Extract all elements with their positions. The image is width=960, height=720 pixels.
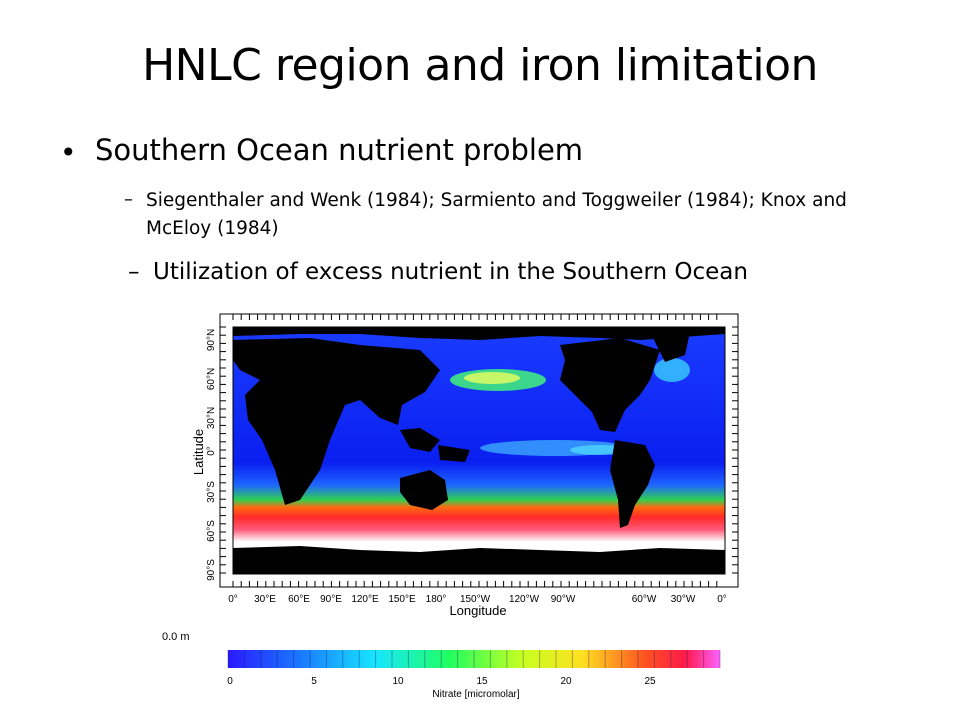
longitude-tick-labels: 0° 30°E 60°E 90°E 120°E 150°E 180° 150°W… — [228, 594, 727, 605]
bullet-main: Southern Ocean nutrient problem — [95, 133, 584, 167]
lat-tick-label: 90°N — [206, 329, 217, 351]
lat-tick-label: 30°S — [206, 481, 217, 503]
sub-bullet-utilization: Utilization of excess nutrient in the So… — [153, 259, 748, 285]
lat-tick-label: 60°N — [206, 368, 217, 390]
sub-bullet-references: Siegenthaler and Wenk (1984); Sarmiento … — [146, 190, 847, 239]
lat-tick-label: 0° — [206, 446, 217, 456]
colorbar-tick-label: 15 — [476, 676, 488, 687]
colorbar-tick-label: 10 — [392, 676, 404, 687]
y-axis-label: Latitude — [191, 429, 206, 475]
colorbar-label: Nitrate [micromolar] — [432, 689, 519, 700]
lon-tick-label: 180° — [426, 594, 447, 605]
bullet-dot: • — [60, 136, 77, 169]
lat-tick-label: 90°S — [206, 559, 217, 581]
lon-tick-label: 60°E — [288, 594, 310, 605]
lon-tick-label: 30°W — [671, 594, 696, 605]
frame-ticks — [220, 314, 738, 587]
ocean-field — [233, 327, 725, 574]
colorbar-tick-labels: 0 5 10 15 20 25 — [227, 676, 656, 687]
lon-tick-label: 150°E — [388, 594, 416, 605]
colorbar-tick-label: 25 — [644, 676, 656, 687]
slide-title: HNLC region and iron limitation — [142, 40, 818, 91]
colorbar — [228, 650, 720, 668]
sub-bullet-dash: – — [124, 189, 133, 210]
colorbar-segments — [227, 650, 721, 668]
colorbar-tick-label: 0 — [227, 676, 233, 687]
lon-tick-label: 90°E — [320, 594, 342, 605]
lon-tick-label: 90°W — [551, 594, 576, 605]
lon-tick-label: 120°E — [351, 594, 379, 605]
lat-tick-label: 60°S — [206, 520, 217, 542]
lon-tick-label: 150°W — [460, 594, 491, 605]
latitude-tick-labels: 90°N 60°N 30°N 0° 30°S 60°S 90°S — [206, 329, 217, 581]
lon-tick-label: 0° — [717, 594, 727, 605]
lon-tick-label: 0° — [228, 594, 238, 605]
colorbar-tick-label: 5 — [311, 676, 317, 687]
sub-bullet-dash: – — [128, 259, 140, 285]
depth-label: 0.0 m — [162, 631, 190, 643]
colorbar-tick-label: 20 — [560, 676, 572, 687]
x-axis-label: Longitude — [449, 603, 506, 618]
lon-tick-label: 120°W — [509, 594, 540, 605]
lat-tick-label: 30°N — [206, 407, 217, 429]
lon-tick-label: 30°E — [254, 594, 276, 605]
lon-tick-label: 60°W — [632, 594, 657, 605]
